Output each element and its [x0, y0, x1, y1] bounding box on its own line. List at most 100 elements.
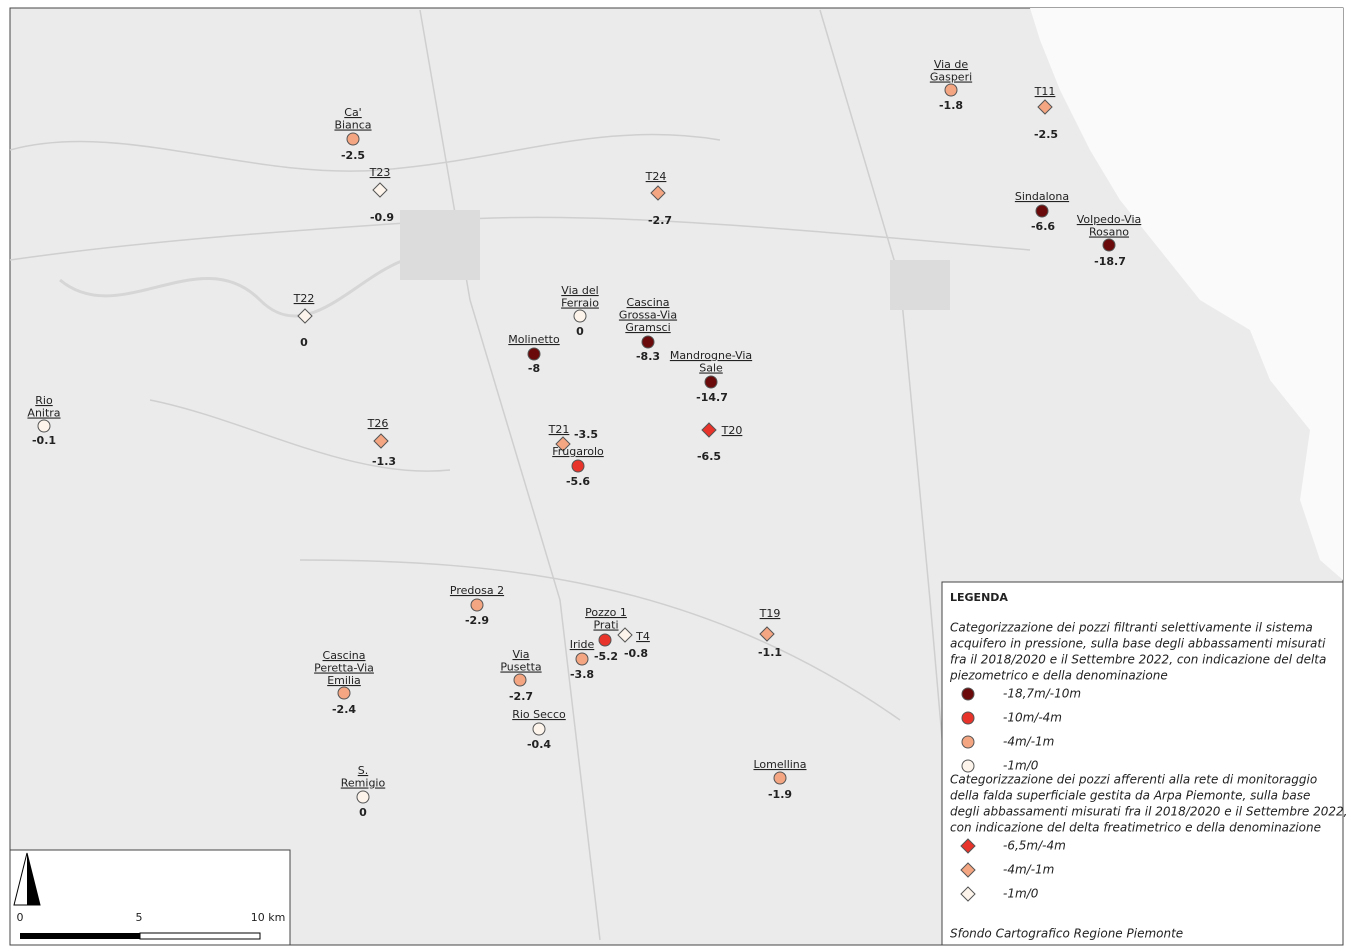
- well-label: Rosano: [1089, 226, 1129, 239]
- well-value: -6.5: [697, 450, 721, 463]
- well-label: Gasperi: [930, 71, 972, 84]
- diamond-marker: [701, 422, 717, 438]
- well-value: -0.8: [624, 647, 648, 660]
- legend-item-label: -4m/-1m: [1003, 863, 1054, 877]
- well-label: Rio Secco: [512, 708, 566, 721]
- well-label: Gramsci: [625, 321, 670, 334]
- circle-marker: [575, 652, 589, 666]
- well-value: -3.5: [574, 428, 598, 441]
- legend-item-label: -18,7m/-10m: [1003, 687, 1081, 701]
- scale-label: 10 km: [251, 911, 286, 924]
- urban-area: [400, 210, 480, 280]
- legend: LEGENDA Categorizzazione dei pozzi filtra…: [949, 591, 1347, 941]
- circle-marker: [961, 735, 975, 749]
- well-value: -0.1: [32, 434, 56, 447]
- diamond-marker: [373, 433, 389, 449]
- legend-text: Categorizzazione dei pozzi afferenti all…: [950, 773, 1317, 787]
- legend-item-label: -1m/0: [1003, 759, 1039, 773]
- well-label: Molinetto: [508, 333, 560, 346]
- diamond-marker: [759, 626, 775, 642]
- river: [59, 253, 451, 318]
- well-label: T26: [367, 417, 389, 430]
- well-label: Grossa-Via: [619, 309, 677, 322]
- well-value: -1.1: [758, 646, 782, 659]
- well-label: Peretta-Via: [314, 662, 374, 675]
- well-label: T21: [548, 423, 570, 436]
- circle-marker: [37, 419, 51, 433]
- circle-marker: [573, 309, 587, 323]
- well-label: Ferraio: [561, 297, 599, 310]
- legend-text: acquifero in pressione, sulla base degli…: [950, 637, 1326, 651]
- legend-text: degli abbassamenti misurati fra il 2018/…: [950, 805, 1347, 819]
- circle-marker: [470, 598, 484, 612]
- legend-text: della falda superficiale gestita da Arpa…: [950, 789, 1310, 803]
- well-label: Rio: [35, 394, 53, 407]
- circle-marker: [641, 335, 655, 349]
- well-value: -8.3: [636, 350, 660, 363]
- well-label: Anitra: [27, 407, 60, 420]
- legend-text: Categorizzazione dei pozzi filtranti sel…: [950, 621, 1313, 635]
- well-label: Cascina: [323, 649, 366, 662]
- well-value: -2.5: [1034, 128, 1058, 141]
- well-label: Mandrogne-Via: [670, 349, 752, 362]
- scale-box: [9, 849, 291, 946]
- circle-marker: [356, 790, 370, 804]
- legend-item-label: -1m/0: [1003, 887, 1039, 901]
- circle-marker: [527, 347, 541, 361]
- circle-marker: [513, 673, 527, 687]
- well-label: T4: [635, 630, 650, 643]
- legend-item-label: -10m/-4m: [1003, 711, 1062, 725]
- well-label: T20: [721, 424, 743, 437]
- well-value: -1.8: [939, 99, 963, 112]
- north-arrow-half: [27, 853, 40, 905]
- circle-marker: [961, 711, 975, 725]
- well-value: -2.9: [465, 614, 489, 627]
- well-value: -2.4: [332, 703, 356, 716]
- legend-footer: Sfondo Cartografico Regione Piemonte: [950, 927, 1183, 941]
- well-label: Ca': [344, 106, 361, 119]
- well-label: Predosa 2: [450, 584, 504, 597]
- circle-marker: [961, 759, 975, 773]
- wells: Ca'Bianca -2.5 T23 -0.9 T24 -2.7 Via deGasperi…: [27, 58, 1141, 819]
- well-value: -14.7: [696, 391, 728, 404]
- well-label: T19: [759, 607, 781, 620]
- well-value: 0: [576, 325, 584, 338]
- circle-marker: [1102, 238, 1116, 252]
- circle-marker: [961, 687, 975, 701]
- well-label: T23: [369, 166, 391, 179]
- circle-marker: [944, 83, 958, 97]
- well-value: -0.4: [527, 738, 551, 751]
- legend-item-label: -4m/-1m: [1003, 735, 1054, 749]
- well-label: Frugarolo: [552, 445, 604, 458]
- urban-area: [890, 260, 950, 310]
- scale-label: 0: [17, 911, 24, 924]
- well-label: Remigio: [341, 777, 386, 790]
- diamond-marker: [960, 838, 976, 854]
- well-value: -2.5: [341, 149, 365, 162]
- well-label: Volpedo-Via: [1077, 213, 1142, 226]
- legend-box: [941, 581, 1344, 946]
- scale-bar-black: [20, 933, 140, 939]
- well-value: -18.7: [1094, 255, 1126, 268]
- well-value: -1.3: [372, 455, 396, 468]
- diamond-marker: [650, 185, 666, 201]
- legend-text: fra il 2018/2020 e il Settembre 2022, co…: [950, 653, 1326, 667]
- well-value: -3.8: [570, 668, 594, 681]
- legend-text: piezometrico e della denominazione: [949, 669, 1168, 683]
- well-label: S.: [358, 764, 368, 777]
- well-value: 0: [300, 336, 308, 349]
- well-label: Pusetta: [500, 661, 541, 674]
- circle-marker: [532, 722, 546, 736]
- well-value: -2.7: [509, 690, 533, 703]
- diamond-marker: [1037, 99, 1053, 115]
- well-label: Sindalona: [1015, 190, 1069, 203]
- well-label: Pozzo 1: [585, 606, 627, 619]
- well-label: Lomellina: [753, 758, 806, 771]
- well-label: Via del: [561, 284, 598, 297]
- well-label: Bianca: [334, 119, 371, 132]
- circle-marker: [571, 459, 585, 473]
- diamond-marker: [372, 182, 388, 198]
- well-value: -5.6: [566, 475, 590, 488]
- circle-marker: [346, 132, 360, 146]
